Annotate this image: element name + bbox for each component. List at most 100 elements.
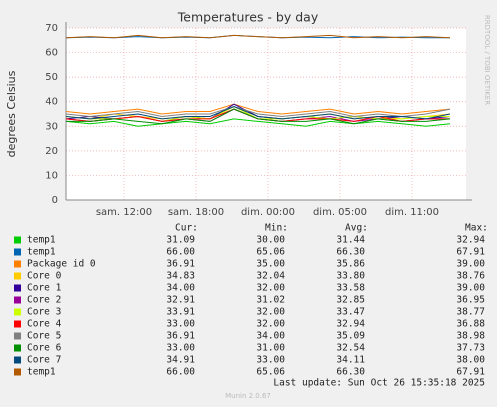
legend-label: Core 2: [27, 295, 61, 306]
legend-value: 31.44: [336, 235, 365, 246]
series-line: [65, 106, 451, 118]
legend-swatch: [14, 284, 21, 292]
legend-label: Core 6: [27, 343, 62, 354]
legend-value: 31.02: [256, 295, 285, 306]
legend-value: 33.80: [336, 271, 365, 282]
legend-value: 33.00: [166, 319, 195, 330]
legend-value: 35.86: [336, 259, 365, 270]
legend-value: 32.91: [166, 295, 195, 306]
side-note: RRDTOOL / TOBI OETIKER: [483, 15, 491, 105]
legend-value: 36.88: [456, 319, 485, 330]
legend-value: 39.00: [456, 259, 485, 270]
legend-value: 35.09: [336, 331, 365, 342]
legend-label: Core 7: [27, 355, 61, 366]
legend-value: 32.94: [336, 319, 365, 330]
legend-value: 38.77: [456, 307, 485, 318]
legend-label: Core 0: [27, 271, 62, 282]
legend-value: 66.30: [336, 247, 365, 258]
last-update: Last update: Sun Oct 26 15:35:18 2025: [273, 378, 485, 389]
legend-label: Core 5: [27, 331, 61, 342]
legend-swatch: [14, 308, 21, 316]
y-tick-label: 20: [45, 146, 58, 157]
y-tick-label: 0: [52, 195, 58, 206]
legend-swatch: [14, 272, 21, 280]
legend-value: 37.73: [456, 343, 485, 354]
legend-value: 39.00: [456, 283, 485, 294]
legend-swatch: [14, 260, 21, 268]
legend-value: 33.47: [336, 307, 365, 318]
y-tick-label: 70: [45, 23, 58, 34]
y-tick-label: 50: [45, 72, 58, 83]
y-tick-label: 10: [45, 170, 58, 181]
legend-swatch: [14, 320, 21, 328]
legend-value: 65.06: [256, 367, 285, 378]
legend-label: temp1: [27, 247, 56, 258]
series-line: [66, 108, 451, 125]
legend-value: 67.91: [456, 367, 485, 378]
x-tick-label: dim. 00:00: [241, 207, 295, 218]
legend-value: 35.00: [256, 259, 285, 270]
legend-value: 66.00: [166, 247, 195, 258]
y-tick-label: 40: [45, 97, 58, 108]
column-header: Cur:: [175, 223, 198, 234]
legend-swatch: [14, 236, 21, 244]
legend-label: temp1: [27, 235, 56, 246]
legend-value: 67.91: [456, 247, 485, 258]
series-line: [65, 34, 451, 39]
series-line: [65, 103, 451, 115]
legend-label: Core 4: [27, 319, 62, 330]
series-line: [65, 118, 451, 127]
legend-value: 34.00: [166, 283, 195, 294]
y-tick-label: 30: [45, 121, 58, 132]
legend-value: 38.98: [456, 331, 485, 342]
legend-label: Package id 0: [27, 259, 96, 270]
legend-value: 66.30: [336, 367, 365, 378]
legend-value: 32.85: [336, 295, 365, 306]
legend-value: 33.58: [336, 283, 365, 294]
x-tick-label: dim. 11:00: [385, 207, 439, 218]
x-tick-label: sam. 12:00: [96, 207, 152, 218]
legend-value: 34.83: [166, 271, 195, 282]
legend-value: 36.95: [456, 295, 485, 306]
x-tick-label: sam. 18:00: [168, 207, 224, 218]
legend-swatch: [14, 344, 21, 352]
x-tick-label: dim. 05:00: [313, 207, 367, 218]
legend-value: 34.91: [166, 355, 195, 366]
legend-label: temp1: [27, 367, 56, 378]
y-tick-label: 60: [45, 48, 58, 59]
legend-value: 36.91: [166, 331, 195, 342]
legend-value: 32.94: [456, 235, 485, 246]
legend-value: 31.00: [256, 343, 285, 354]
column-header: Max:: [465, 223, 488, 234]
legend-value: 30.00: [256, 235, 285, 246]
legend-value: 31.09: [166, 235, 195, 246]
legend-value: 32.54: [336, 343, 365, 354]
legend-value: 33.91: [166, 307, 195, 318]
series-line: [65, 106, 451, 120]
legend-value: 36.91: [166, 259, 195, 270]
legend-swatch: [14, 356, 21, 364]
legend-label: Core 1: [27, 283, 62, 294]
legend-value: 33.00: [166, 343, 195, 354]
legend-value: 32.00: [256, 307, 285, 318]
legend-value: 32.00: [256, 283, 285, 294]
column-header: Avg:: [345, 223, 368, 234]
legend-swatch: [14, 248, 21, 256]
legend-value: 38.76: [456, 271, 485, 282]
legend-value: 34.00: [256, 331, 285, 342]
legend-label: Core 3: [27, 307, 61, 318]
legend-swatch: [14, 296, 21, 304]
footer: Munin 2.0.67: [225, 392, 271, 400]
legend-value: 32.00: [256, 319, 285, 330]
legend-value: 66.00: [166, 367, 195, 378]
y-axis-label: degrees Celsius: [5, 70, 18, 157]
legend-swatch: [14, 368, 21, 376]
legend-value: 32.04: [256, 271, 285, 282]
legend-value: 33.00: [256, 355, 285, 366]
chart-title: Temperatures - by day: [177, 10, 319, 25]
legend-swatch: [14, 332, 21, 340]
legend-value: 38.00: [456, 355, 485, 366]
legend-value: 65.06: [256, 247, 285, 258]
column-header: Min:: [265, 223, 288, 234]
